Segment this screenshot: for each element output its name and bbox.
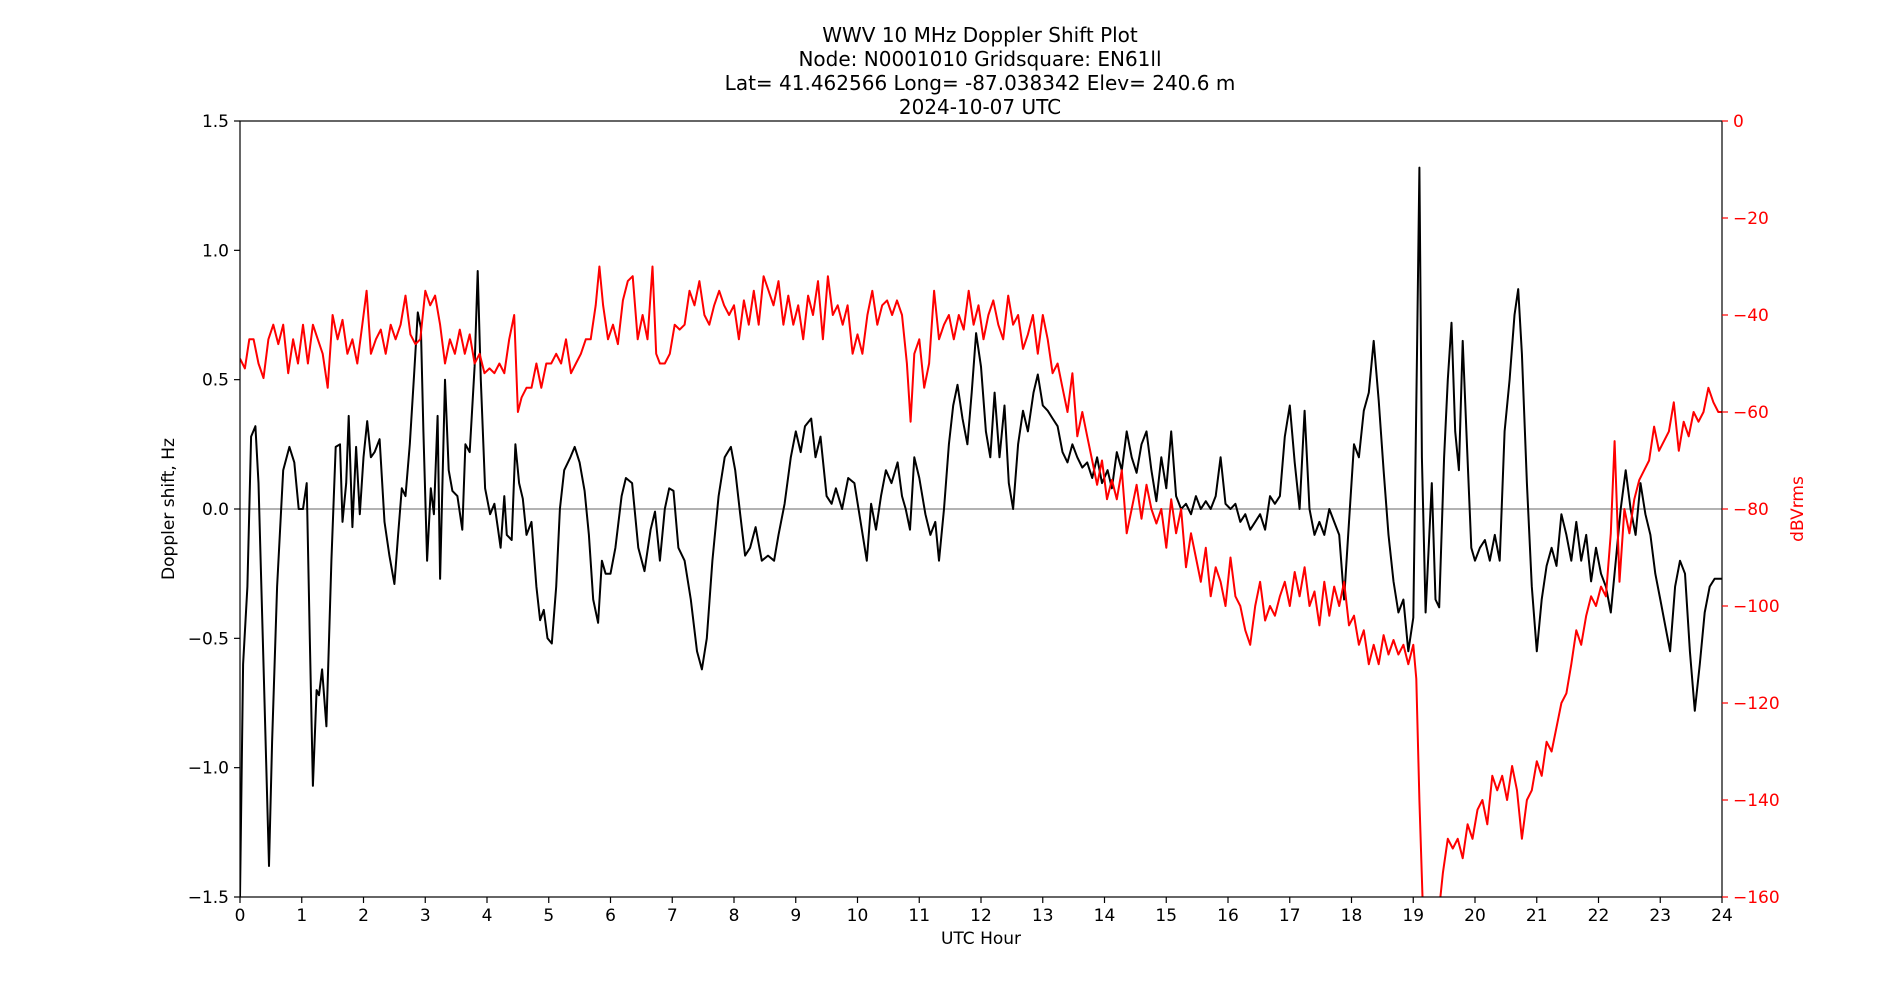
x-axis-ticks: 0 1 2 3 4 5 6 7 8 9 10 11 12 13 14 15 16 17 18 19 20 21 22 23 24 bbox=[235, 897, 1733, 926]
y-tick-label: −1.5 bbox=[188, 888, 229, 908]
x-tick-label: 20 bbox=[1464, 906, 1486, 926]
y-tick-label: −0.5 bbox=[188, 629, 229, 649]
chart-title: WWV 10 MHz Doppler Shift Plot Node: N000… bbox=[725, 23, 1236, 119]
x-tick-label: 21 bbox=[1526, 906, 1548, 926]
x-tick-label: 14 bbox=[1094, 906, 1116, 926]
x-tick-label: 16 bbox=[1217, 906, 1239, 926]
y2-tick-label: −40 bbox=[1733, 306, 1769, 326]
x-tick-label: 7 bbox=[667, 906, 678, 926]
y2-axis-ticks: 0 −20 −40 −60 −80 −100 −120 −140 −160 bbox=[1722, 112, 1780, 908]
title-line-2: Node: N0001010 Gridsquare: EN61ll bbox=[798, 47, 1161, 71]
y-tick-label: 0.0 bbox=[202, 500, 229, 520]
y2-tick-label: −20 bbox=[1733, 209, 1769, 229]
y2-axis-label: dBVrms bbox=[1788, 476, 1808, 542]
x-tick-label: 3 bbox=[420, 906, 431, 926]
y-axis-ticks: 1.5 1.0 0.5 0.0 −0.5 −1.0 −1.5 bbox=[188, 112, 240, 908]
x-tick-label: 5 bbox=[543, 906, 554, 926]
y-tick-label: 0.5 bbox=[202, 371, 229, 391]
y2-tick-label: −60 bbox=[1733, 403, 1769, 423]
x-tick-label: 17 bbox=[1279, 906, 1301, 926]
title-line-3: Lat= 41.462566 Long= -87.038342 Elev= 24… bbox=[725, 71, 1236, 95]
x-axis-label: UTC Hour bbox=[941, 929, 1021, 949]
x-tick-label: 13 bbox=[1032, 906, 1054, 926]
y2-tick-label: −100 bbox=[1733, 597, 1780, 617]
y-tick-label: −1.0 bbox=[188, 759, 229, 779]
y2-tick-label: 0 bbox=[1733, 112, 1744, 132]
x-tick-label: 23 bbox=[1649, 906, 1671, 926]
x-tick-label: 19 bbox=[1402, 906, 1424, 926]
title-line-1: WWV 10 MHz Doppler Shift Plot bbox=[822, 23, 1138, 47]
y2-tick-label: −80 bbox=[1733, 500, 1769, 520]
series-layer bbox=[240, 166, 1722, 897]
x-tick-label: 9 bbox=[790, 906, 801, 926]
x-tick-label: 0 bbox=[235, 906, 246, 926]
x-tick-label: 2 bbox=[358, 906, 369, 926]
y-tick-label: 1.0 bbox=[202, 241, 229, 261]
y2-tick-label: −160 bbox=[1733, 888, 1780, 908]
x-tick-label: 22 bbox=[1588, 906, 1610, 926]
x-tick-label: 10 bbox=[847, 906, 869, 926]
x-tick-label: 4 bbox=[482, 906, 493, 926]
y-tick-label: 1.5 bbox=[202, 112, 229, 132]
doppler-shift-series bbox=[240, 166, 1722, 897]
x-tick-label: 6 bbox=[605, 906, 616, 926]
title-line-4: 2024-10-07 UTC bbox=[899, 95, 1061, 119]
x-tick-label: 12 bbox=[970, 906, 992, 926]
y2-tick-label: −140 bbox=[1733, 791, 1780, 811]
x-tick-label: 15 bbox=[1155, 906, 1177, 926]
signal-level-series bbox=[240, 265, 1722, 897]
y-axis-label: Doppler shift, Hz bbox=[159, 438, 179, 580]
x-tick-label: 18 bbox=[1341, 906, 1363, 926]
x-tick-label: 24 bbox=[1711, 906, 1733, 926]
x-tick-label: 1 bbox=[296, 906, 307, 926]
x-tick-label: 8 bbox=[729, 906, 740, 926]
y2-tick-label: −120 bbox=[1733, 694, 1780, 714]
x-tick-label: 11 bbox=[908, 906, 930, 926]
